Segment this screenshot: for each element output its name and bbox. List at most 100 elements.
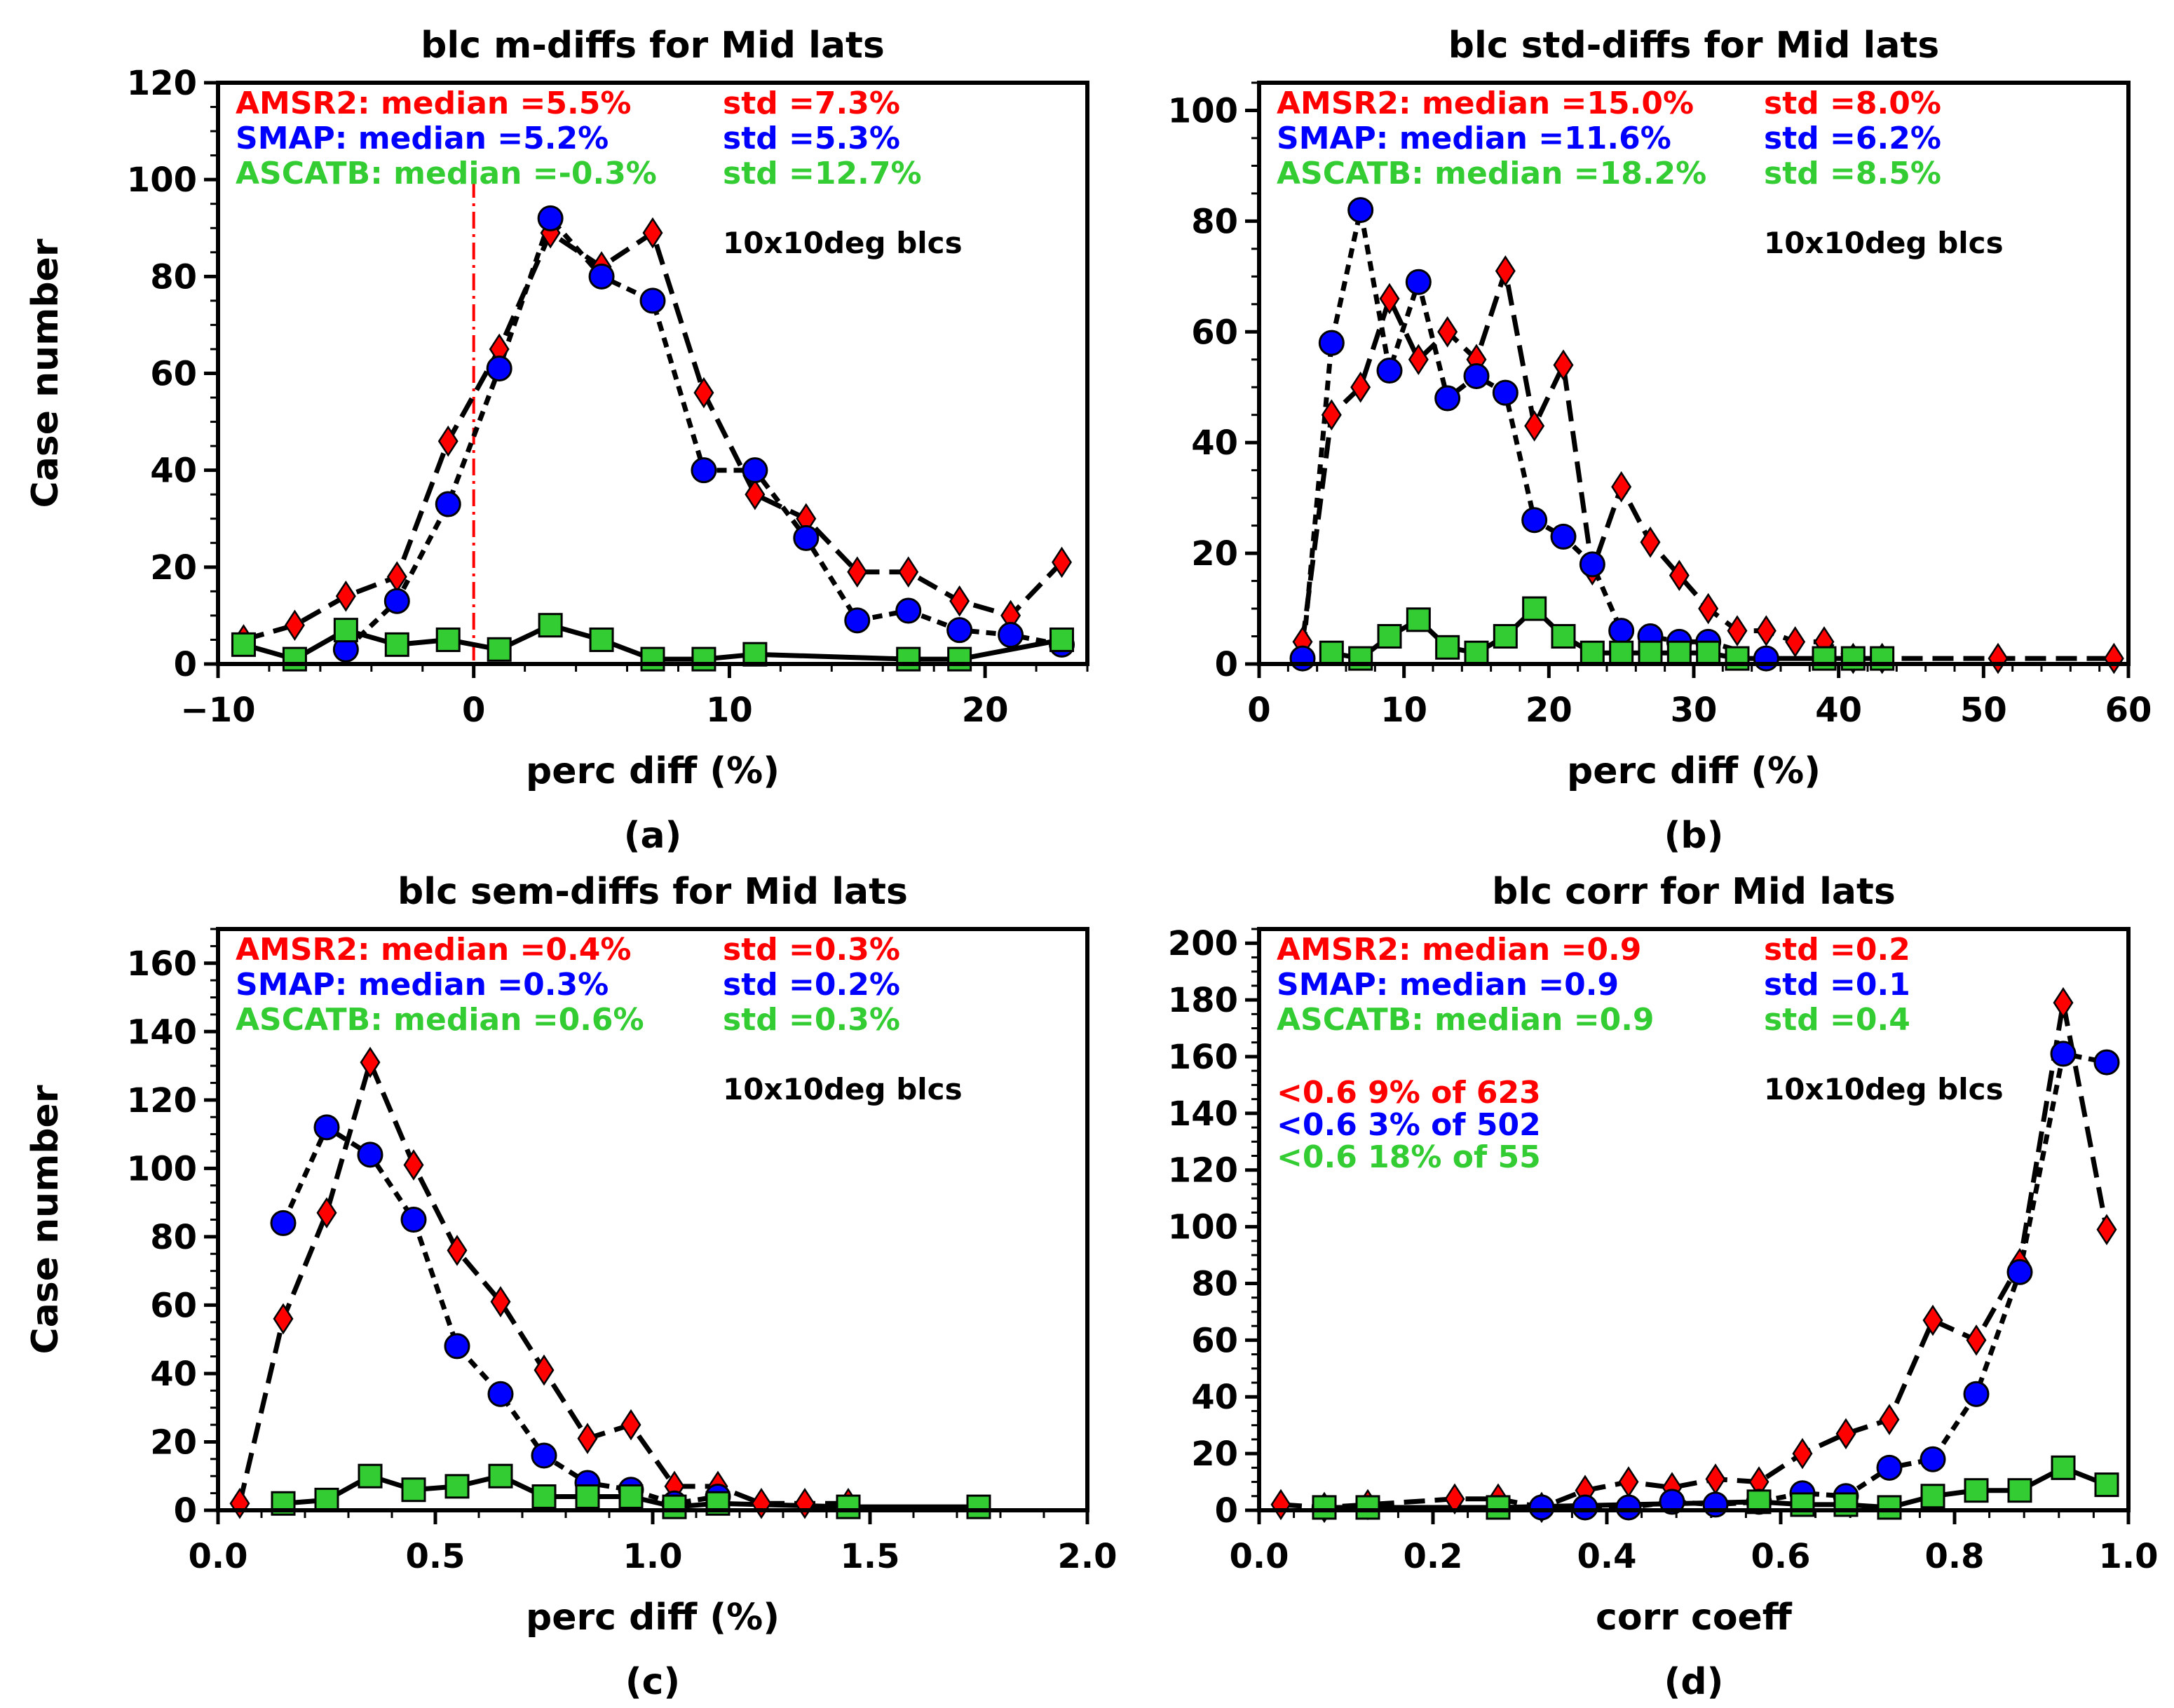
data-point-smap [2006,1259,2033,1285]
data-point-amsr2 [1321,399,1342,431]
data-point-ascatb [1725,646,1750,671]
panel-0: blc m-diffs for Mid lats020406080100120−… [25,25,1089,857]
data-point-ascatb [1964,1478,1989,1503]
data-point-amsr2 [620,1409,641,1441]
data-point-ascatb [1638,640,1663,665]
data-point-amsr2 [751,1487,772,1519]
y-tick-label: 100 [1168,91,1238,130]
y-tick-label: 100 [1168,1208,1238,1247]
data-point-smap [1347,197,1374,224]
data-point-smap [742,457,768,484]
x-tick-label: 2.0 [1057,1537,1117,1576]
data-point-smap [2093,1049,2120,1076]
data-point-amsr2 [1988,642,2009,675]
stat-std-text: std =7.3% [723,86,900,121]
data-point-ascatb [1049,627,1075,652]
data-point-smap [1572,1494,1598,1521]
data-point-ascatb [314,1487,339,1512]
y-tick-label: 0 [1215,645,1238,684]
stat-std-text: std =0.1 [1764,967,1910,1003]
panel-1: blc std-diffs for Mid lats 0 20 40 60 80 100 0 1… [1168,25,2152,857]
data-point-ascatb [640,646,665,672]
data-point-smap [1376,358,1403,384]
data-point-ascatb [1522,596,1547,621]
data-point-smap [1463,362,1490,389]
data-point-smap [270,1209,297,1236]
data-point-ascatb [538,613,563,638]
data-point-ascatb [444,1474,470,1499]
x-axis-label: corr coeff [1596,1597,1793,1639]
data-point-amsr2 [1792,1437,1813,1470]
data-point-smap [1434,385,1461,412]
data-point-amsr2 [693,377,714,409]
x-tick-label: 20 [962,691,1009,730]
data-point-ascatb [401,1477,426,1503]
x-axis-label: perc diff (%) [526,1597,780,1639]
plot-frame [216,927,1089,1512]
data-point-smap [1405,269,1432,295]
x-axis-label: perc diff (%) [526,750,780,792]
data-point-amsr2 [898,556,919,588]
y-tick-label: 140 [1168,1094,1238,1134]
data-point-ascatb [575,1484,600,1509]
data-point-ascatb [1833,1492,1859,1517]
data-point-amsr2 [2103,642,2124,675]
y-tick-label: 20 [150,1423,197,1462]
data-point-ascatb [1486,1495,1511,1520]
threshold-note: <0.6 3% of 502 [1277,1107,1541,1143]
data-point-smap [1659,1489,1685,1515]
y-tick-label: 40 [1191,423,1238,463]
data-point-smap [1521,507,1548,534]
data-point-smap [844,607,871,634]
data-point-ascatb [836,1494,861,1519]
y-tick-label: 120 [127,64,197,103]
data-point-amsr2 [1553,349,1574,381]
stat-std-text: std =6.2% [1764,121,1941,156]
data-point-ascatb [358,1463,383,1489]
data-point-ascatb [1406,607,1431,632]
data-point-ascatb [1377,624,1402,649]
data-point-ascatb [1312,1495,1337,1520]
data-point-amsr2 [847,556,868,588]
data-point-smap [435,491,461,517]
y-tick-label: 60 [1191,313,1238,352]
box-size-label: 10x10deg blcs [1764,226,2004,260]
data-point-smap [1579,551,1605,578]
x-tick-label: 0 [1247,691,1270,730]
y-tick-label: 160 [127,944,197,984]
data-point-amsr2 [316,1197,337,1229]
data-point-amsr2 [1350,371,1371,403]
data-point-ascatb [1870,646,1895,671]
x-tick-label: 60 [2105,691,2152,730]
data-point-ascatb [691,646,716,672]
data-point-smap [1920,1446,1946,1472]
data-point-amsr2 [1698,592,1719,625]
x-tick-label: 10 [1380,691,1427,730]
chart-title: blc sem-diffs for Mid lats [398,871,908,913]
data-point-amsr2 [1966,1324,1987,1356]
data-point-smap [400,1207,427,1233]
data-point-amsr2 [642,217,663,249]
data-point-ascatb [1812,646,1837,671]
x-tick-label: 0 [462,691,485,730]
y-tick-label: 100 [127,161,197,200]
x-tick-label: 0.2 [1403,1537,1462,1576]
y-tick-label: 120 [127,1081,197,1120]
x-tick-label: 0.0 [1229,1537,1289,1576]
data-point-smap [793,524,820,551]
data-point-amsr2 [1879,1404,1900,1435]
data-point-ascatb [1493,624,1518,649]
data-point-smap [1528,1494,1555,1521]
data-point-ascatb [1877,1495,1902,1520]
data-point-smap [1318,330,1345,356]
data-point-smap [357,1141,383,1168]
stat-median-text: AMSR2: median =5.5% [236,86,631,121]
data-point-ascatb [1840,646,1866,671]
data-point-amsr2 [1437,316,1458,348]
data-point-ascatb [589,627,614,652]
data-point-smap [588,263,615,290]
data-point-ascatb [231,632,256,657]
data-point-amsr2 [1408,344,1429,376]
stat-std-text: std =0.4 [1764,1002,1910,1038]
x-tick-label: 40 [1815,691,1862,730]
